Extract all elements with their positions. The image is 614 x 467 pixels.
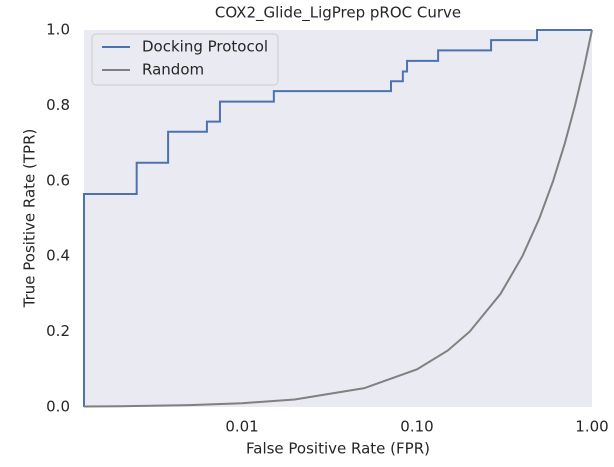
legend-box [91,33,279,86]
y-axis-label: True Positive Rate (TPR) [21,129,39,309]
chart-title: COX2_Glide_LigPrep pROC Curve [215,4,461,23]
series-line [83,29,593,408]
x-tick-label: 0.01 [225,418,258,436]
series-line [83,29,592,407]
x-axis-label: False Positive Rate (FPR) [246,440,430,458]
plot-area [84,30,592,407]
y-tick-label: 0.6 [46,171,70,189]
y-tick-label: 1.0 [46,21,70,39]
y-tick-label: 0.8 [46,96,70,114]
legend-label: Docking Protocol [142,38,268,56]
y-tick-label: 0.2 [46,322,70,340]
x-tick-label: 0.10 [400,418,433,436]
y-tick-label: 0.0 [46,398,70,416]
x-tick-label: 1.00 [575,418,608,436]
y-tick-label: 0.4 [46,247,70,265]
legend-label: Random [142,61,204,79]
